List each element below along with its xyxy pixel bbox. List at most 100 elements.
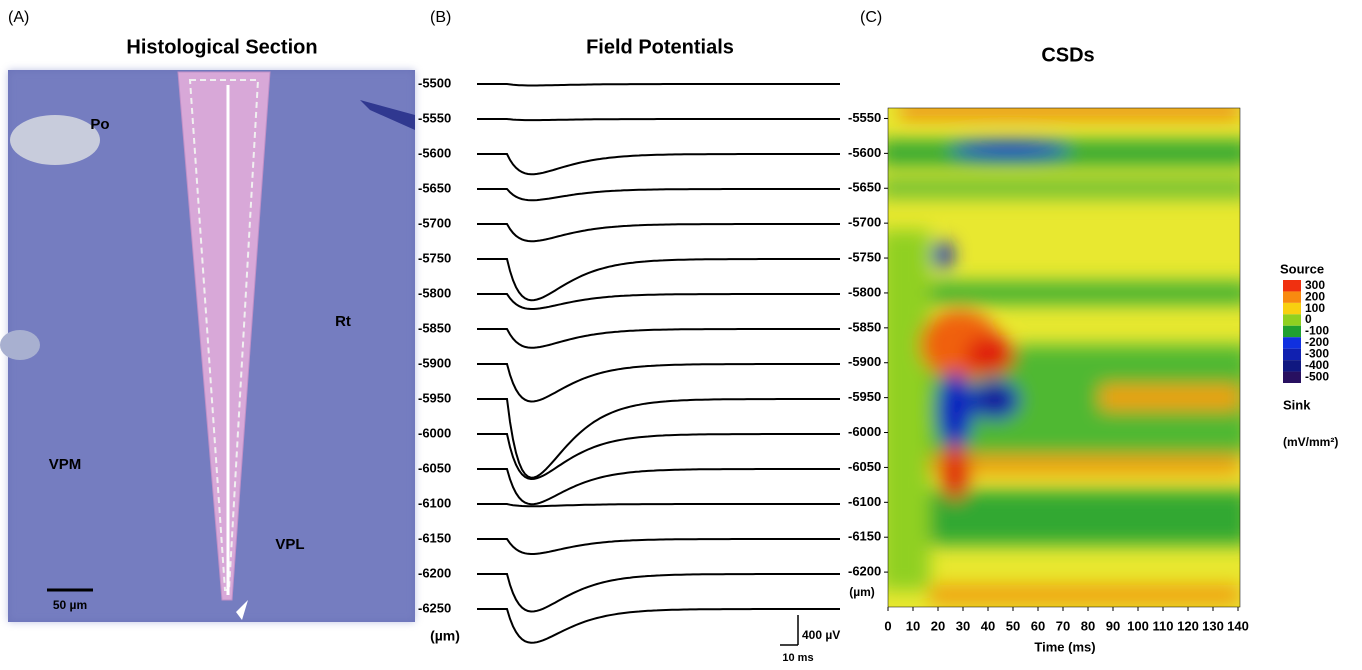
y-tick-label: -6100: [848, 494, 881, 509]
y-tick-label: -6050: [848, 459, 881, 474]
trace: [477, 153, 840, 176]
colorbar-title: Sink: [1283, 397, 1311, 412]
y-tick-label: -6000: [848, 424, 881, 439]
colorbar-label: -300: [1305, 347, 1329, 361]
y-tick-label: -5600: [418, 145, 451, 160]
x-tick-label: 130: [1202, 618, 1224, 633]
y-tick-label: -5700: [418, 215, 451, 230]
x-tick-label: 100: [1127, 618, 1149, 633]
colorbar-label: -100: [1305, 324, 1329, 338]
colorbar-swatch: [1283, 371, 1301, 383]
region-label: VPL: [275, 536, 304, 553]
y-tick-label: -5750: [848, 249, 881, 264]
x-tick-label: 90: [1106, 618, 1120, 633]
trace: [477, 258, 840, 302]
x-tick-label: 10: [906, 618, 920, 633]
panel-title: Histological Section: [126, 36, 317, 58]
y-tick-label: -5700: [848, 215, 881, 230]
scale-bar-label: 10 ms: [782, 652, 813, 664]
x-tick-label: 20: [931, 618, 945, 633]
y-tick-label: -5550: [848, 110, 881, 125]
y-tick-label: -6000: [418, 425, 451, 440]
trace: [477, 188, 840, 202]
y-tick-label: -6050: [418, 460, 451, 475]
colorbar-label: 0: [1305, 312, 1312, 326]
y-tick-label: -5850: [848, 319, 881, 334]
y-tick-label: -6250: [418, 600, 451, 615]
x-tick-label: 0: [884, 618, 891, 633]
y-tick-label: -5850: [418, 320, 451, 335]
panel-title: CSDs: [1041, 44, 1094, 66]
trace: [477, 573, 840, 613]
trace: [477, 363, 840, 403]
y-tick-label: -5900: [418, 355, 451, 370]
region-label: Rt: [335, 313, 351, 330]
x-tick-label: 120: [1177, 618, 1199, 633]
x-tick-label: 30: [956, 618, 970, 633]
trace: [477, 223, 840, 243]
trace: [477, 433, 840, 481]
trace: [477, 503, 840, 508]
trace: [477, 118, 840, 122]
y-tick-label: -5550: [418, 110, 451, 125]
y-tick-label: -5950: [848, 389, 881, 404]
y-tick-label: -5950: [418, 390, 451, 405]
y-tick-label: -5500: [418, 75, 451, 90]
region-label: VPM: [49, 456, 82, 473]
y-tick-label: -5800: [418, 285, 451, 300]
histology-image: [0, 70, 415, 622]
x-tick-label: 50: [1006, 618, 1020, 633]
scale-bar-label: 50 µm: [53, 598, 87, 612]
x-axis-title: Time (ms): [1034, 639, 1095, 654]
trace: [477, 608, 840, 644]
colorbar-swatch: [1283, 302, 1301, 315]
colorbar-label: 300: [1305, 278, 1325, 292]
y-tick-label: -5600: [848, 145, 881, 160]
csd-heatmap: [888, 108, 1240, 607]
y-tick-label: -5750: [418, 250, 451, 265]
colorbar-label: -400: [1305, 358, 1329, 372]
region-label: Po: [90, 116, 109, 133]
colorbar-swatch: [1283, 280, 1301, 292]
colorbar-label: -200: [1305, 335, 1329, 349]
trace: [477, 83, 840, 87]
colorbar-swatch: [1283, 325, 1301, 338]
colorbar-unit: (mV/mm²): [1283, 435, 1338, 449]
trace: [477, 398, 840, 479]
colorbar-swatch: [1283, 348, 1301, 361]
trace: [477, 468, 840, 506]
scale-bar-label: 400 µV: [802, 628, 840, 642]
x-tick-label: 70: [1056, 618, 1070, 633]
y-tick-label: -6150: [418, 530, 451, 545]
panel-letter: (A): [8, 9, 29, 26]
colorbar-swatch: [1283, 314, 1301, 326]
y-tick-label: -6150: [848, 529, 881, 544]
y-tick-label: -6200: [848, 564, 881, 579]
y-tick-label: -6200: [418, 565, 451, 580]
trace: [477, 538, 840, 555]
colorbar-label: 100: [1305, 301, 1325, 315]
unit-label: (µm): [430, 628, 460, 644]
trace: [477, 293, 840, 310]
panel-title: Field Potentials: [586, 36, 734, 58]
trace: [477, 328, 840, 349]
colorbar-swatch: [1283, 291, 1301, 303]
colorbar-swatch: [1283, 337, 1301, 349]
colorbar-label: -500: [1305, 369, 1329, 383]
x-tick-label: 60: [1031, 618, 1045, 633]
x-tick-label: 40: [981, 618, 995, 633]
unit-label: (µm): [849, 585, 875, 599]
plot-frame: [887, 107, 1241, 608]
y-tick-label: -5650: [848, 180, 881, 195]
y-tick-label: -5900: [848, 354, 881, 369]
x-tick-label: 110: [1153, 618, 1174, 633]
panel-letter: (C): [860, 9, 882, 26]
y-tick-label: -6100: [418, 495, 451, 510]
x-tick-label: 80: [1081, 618, 1095, 633]
x-tick-label: 140: [1227, 618, 1249, 633]
colorbar-swatch: [1283, 360, 1301, 372]
panel-letter: (B): [430, 9, 451, 26]
colorbar-label: 200: [1305, 289, 1325, 303]
y-tick-label: -5800: [848, 284, 881, 299]
